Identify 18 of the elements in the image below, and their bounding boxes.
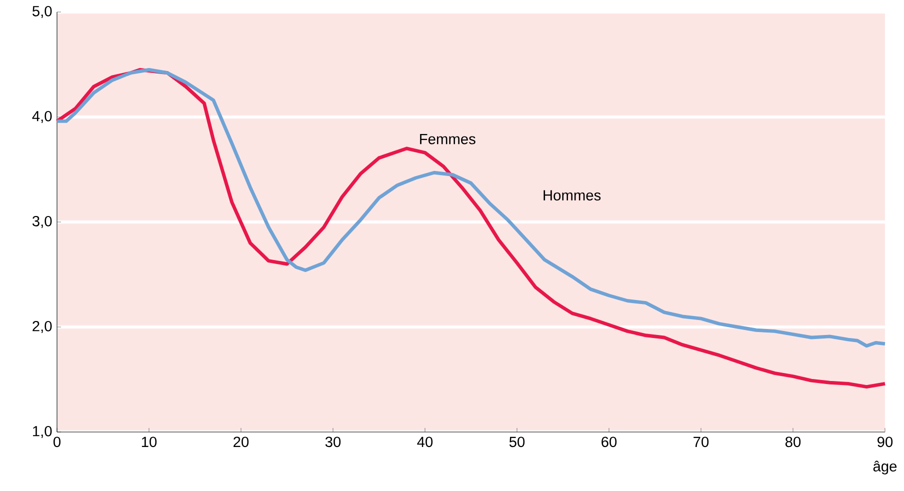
x-tick-label: 70 <box>694 436 709 448</box>
x-tick-label: 30 <box>325 436 341 448</box>
x-tick-label: 80 <box>785 436 801 448</box>
x-tick-label: 10 <box>142 436 157 448</box>
y-tick-label: 1,0 <box>33 426 52 438</box>
y-tick-label: 4,0 <box>32 110 52 124</box>
x-axis-title: âge <box>873 460 897 474</box>
x-tick-label: 0 <box>53 436 60 448</box>
text: Hommes <box>544 190 601 200</box>
y-tick-label: 5,0 <box>32 6 52 18</box>
x-tick-label: 60 <box>602 436 617 448</box>
x-tick-label: 20 <box>234 436 249 448</box>
x-tick-label: 40 <box>417 436 433 448</box>
x-tick-label: 50 <box>509 436 525 448</box>
y-tick-label: 2,0 <box>32 320 52 334</box>
x-tick-label: 90 <box>878 436 893 448</box>
series-label: Femmes <box>420 134 476 144</box>
y-tick-label: 3,0 <box>32 216 52 228</box>
